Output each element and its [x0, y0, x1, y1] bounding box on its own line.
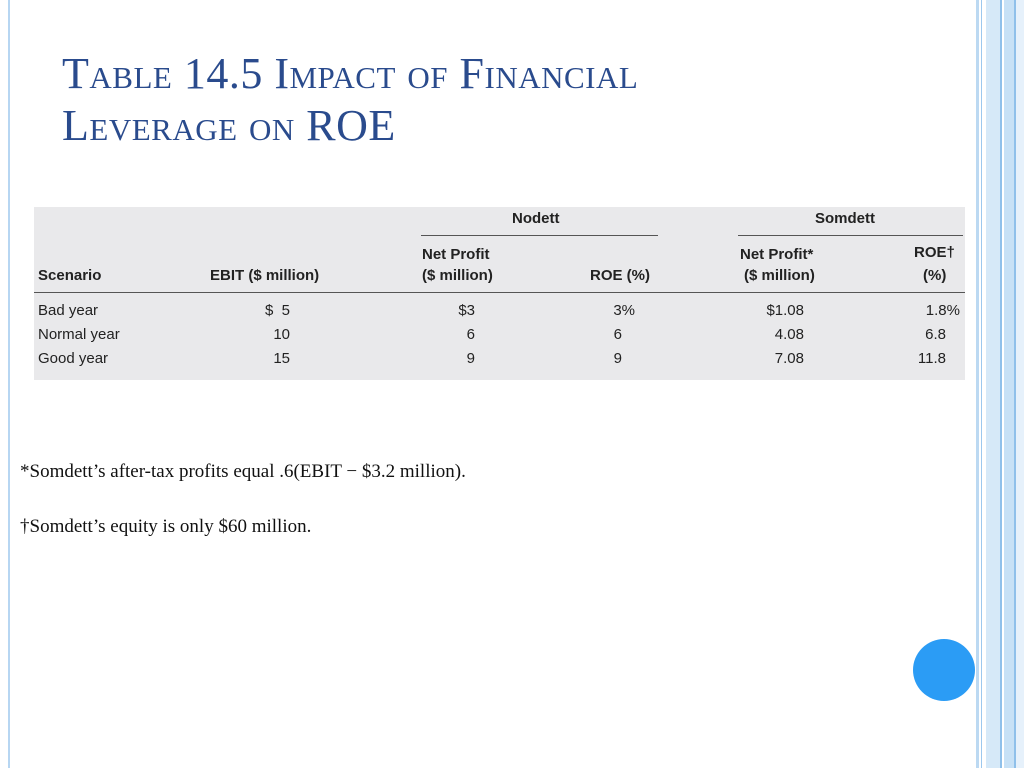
col-header-roe-somdett-1: ROE†: [914, 244, 955, 261]
cell-roe-somdett: 1.8%: [925, 302, 960, 319]
group-header-somdett: Somdett: [815, 210, 875, 227]
decorative-circle: [913, 639, 975, 701]
nodett-group-rule: [421, 235, 658, 236]
cell-net-profit-nodett: 9: [466, 350, 475, 367]
cell-net-profit-somdett: 7.08: [774, 350, 804, 367]
cell-net-profit-somdett: $1.08: [766, 302, 804, 319]
cell-net-profit-nodett: $3: [458, 302, 475, 319]
cell-net-profit-nodett: 6: [466, 326, 475, 343]
cell-scenario: Normal year: [38, 326, 120, 343]
cell-roe-nodett: 9: [613, 350, 622, 367]
footnote-equity: †Somdett’s equity is only $60 million.: [20, 516, 312, 537]
leverage-table: Nodett Somdett Scenario EBIT ($ million)…: [34, 207, 965, 380]
right-decorative-stripes: [976, 0, 1024, 768]
cell-ebit: 15: [273, 350, 290, 367]
left-border-line: [8, 0, 10, 768]
col-header-net-profit-somdett-1: Net Profit*: [740, 246, 814, 263]
cell-roe-somdett: 6.8: [925, 326, 946, 343]
somdett-group-rule: [738, 235, 963, 236]
slide-title-line-1: Table 14.5 Impact of Financial: [62, 49, 639, 98]
cell-roe-nodett: 6: [613, 326, 622, 343]
group-header-nodett: Nodett: [512, 210, 560, 227]
col-header-roe-nodett: ROE (%): [590, 267, 650, 284]
col-header-net-profit-somdett-2: ($ million): [744, 267, 815, 284]
header-rule: [34, 292, 965, 293]
cell-ebit: $ 5: [264, 302, 290, 319]
cell-roe-somdett: 11.8: [917, 350, 946, 367]
cell-net-profit-somdett: 4.08: [774, 326, 804, 343]
footnote-after-tax-profits: *Somdett’s after-tax profits equal .6(EB…: [20, 461, 466, 482]
cell-ebit: 10: [273, 326, 290, 343]
slide-title-line-2: Leverage on ROE: [62, 101, 396, 150]
col-header-net-profit-nodett-1: Net Profit: [422, 246, 490, 263]
cell-scenario: Good year: [38, 350, 109, 367]
col-header-net-profit-nodett-2: ($ million): [422, 267, 493, 284]
col-header-roe-somdett-2: (%): [923, 267, 947, 284]
cell-roe-nodett: 3%: [613, 302, 635, 319]
cell-scenario: Bad year: [38, 302, 99, 319]
col-header-scenario: Scenario: [38, 267, 102, 284]
slide-title: Table 14.5 Impact of Financial Leverage …: [62, 48, 942, 152]
col-header-ebit: EBIT ($ million): [210, 267, 320, 284]
